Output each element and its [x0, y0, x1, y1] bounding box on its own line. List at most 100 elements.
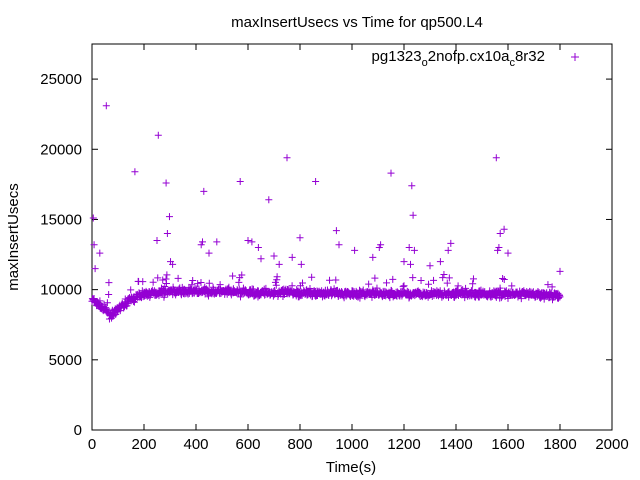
data-point-outlier — [436, 258, 444, 266]
data-point — [556, 293, 564, 301]
data-point-outlier — [131, 168, 139, 176]
data-point — [189, 276, 197, 284]
data-point — [440, 270, 448, 278]
data-point — [326, 276, 334, 284]
data-point — [365, 280, 373, 288]
data-point-outlier — [500, 225, 508, 233]
data-point-outlier — [426, 262, 434, 270]
data-point — [500, 276, 508, 284]
y-axis-label: maxInsertUsecs — [5, 183, 22, 291]
data-point-outlier — [335, 241, 343, 249]
data-point — [425, 280, 433, 288]
data-point — [409, 274, 417, 282]
data-point-outlier — [254, 244, 262, 252]
data-point-outlier — [492, 154, 500, 162]
data-point — [548, 283, 556, 291]
data-point — [249, 285, 257, 293]
data-point-outlier — [369, 253, 377, 261]
data-point-outlier — [270, 252, 278, 260]
data-point-outlier — [405, 244, 413, 252]
data-point-outlier — [200, 187, 208, 195]
data-point-outlier — [90, 241, 98, 249]
data-point — [298, 279, 306, 287]
data-point-outlier — [407, 260, 414, 268]
data-point-outlier — [332, 227, 340, 235]
data-point-outlier — [408, 182, 416, 190]
x-tick-label: 1200 — [387, 436, 420, 453]
x-tick-label: 1400 — [439, 436, 472, 453]
data-point — [499, 274, 507, 282]
data-point — [400, 282, 408, 290]
data-point-outlier — [265, 196, 273, 204]
data-point — [174, 274, 182, 282]
y-tick-label: 15000 — [40, 211, 82, 228]
data-point — [288, 282, 296, 290]
data-point-outlier — [244, 237, 252, 245]
data-point-outlier — [400, 258, 408, 266]
x-tick-label: 200 — [131, 436, 156, 453]
data-point-outlier — [153, 237, 161, 245]
x-tick-label: 2000 — [595, 436, 628, 453]
data-point — [273, 273, 281, 281]
data-point-outlier — [296, 234, 304, 242]
data-point-outlier — [297, 260, 305, 268]
data-points — [88, 102, 564, 323]
data-point-outlier — [410, 246, 418, 254]
plot-frame — [91, 43, 613, 431]
data-point-outlier — [275, 260, 283, 268]
y-tick-label: 0 — [74, 422, 82, 439]
data-point-outlier — [199, 238, 206, 246]
data-point — [238, 271, 246, 279]
data-point — [383, 279, 391, 287]
data-point — [154, 274, 162, 282]
y-tick-label: 10000 — [40, 282, 82, 299]
data-point — [308, 273, 316, 281]
data-point — [127, 286, 135, 294]
data-point — [469, 280, 477, 288]
y-tick-label: 5000 — [49, 352, 82, 369]
x-tick-label: 800 — [287, 436, 312, 453]
data-point — [205, 279, 213, 287]
data-point-outlier — [96, 249, 104, 257]
data-point — [430, 276, 438, 284]
data-point — [332, 276, 340, 284]
data-point-outlier — [312, 178, 320, 186]
legend-marker — [571, 53, 579, 61]
y-tick-label: 25000 — [40, 71, 82, 88]
data-point — [188, 281, 196, 289]
data-point — [149, 278, 157, 286]
data-point-outlier — [248, 238, 256, 246]
data-point-outlier — [283, 154, 291, 162]
data-point-outlier — [236, 178, 244, 186]
data-point-outlier — [213, 238, 221, 246]
x-tick-label: 600 — [235, 436, 260, 453]
data-point — [194, 280, 202, 288]
data-point — [508, 282, 516, 290]
data-point-outlier — [377, 241, 385, 249]
data-point — [235, 278, 243, 286]
data-point — [159, 276, 167, 284]
data-point — [443, 279, 451, 287]
data-point — [371, 274, 379, 282]
data-point-outlier — [496, 229, 504, 237]
data-point — [498, 292, 506, 300]
x-tick-label: 400 — [183, 436, 208, 453]
x-axis-label: Time(s) — [326, 459, 376, 476]
data-point — [103, 299, 111, 307]
data-point — [439, 274, 447, 282]
data-point-outlier — [163, 229, 171, 237]
data-point — [389, 275, 397, 283]
data-point-outlier — [91, 265, 99, 273]
data-point — [162, 279, 170, 287]
data-point — [454, 282, 462, 290]
data-point-outlier — [257, 255, 265, 263]
data-point — [105, 290, 113, 298]
data-point-outlier — [162, 179, 170, 187]
data-point-outlier — [444, 246, 452, 254]
x-tick-label: 0 — [88, 436, 96, 453]
data-point — [399, 283, 407, 291]
data-point — [161, 282, 169, 290]
data-point-outlier — [169, 260, 177, 268]
y-axis-ticks: 0 5000 10000 15000 20000 25000 — [40, 71, 612, 439]
